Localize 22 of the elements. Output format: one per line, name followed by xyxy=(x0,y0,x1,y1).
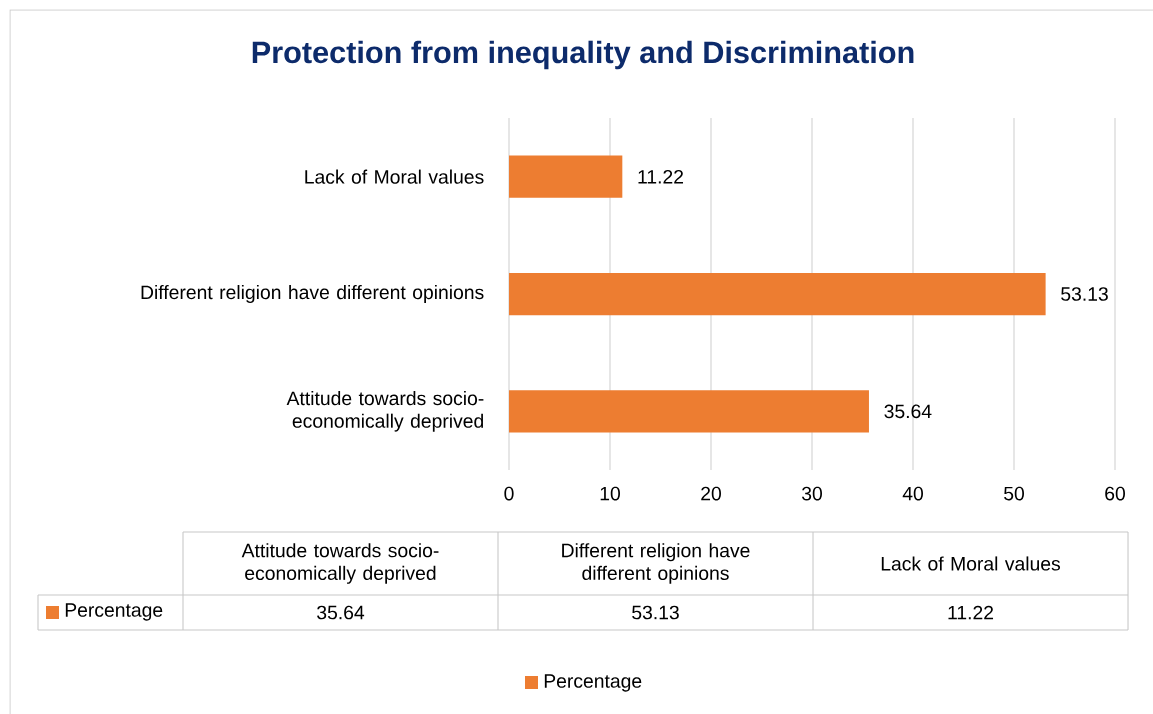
x-tick-label: 10 xyxy=(600,486,620,501)
y-tick-label: Lack of Moral values xyxy=(305,169,484,184)
category-label: Different religion have different opinions xyxy=(562,543,750,584)
data-label: 35.64 xyxy=(884,404,932,419)
x-tick-label: 60 xyxy=(1105,486,1125,501)
x-tick-label: 40 xyxy=(902,486,923,501)
y-tick-label: Different religion have different opinions xyxy=(141,285,484,304)
x-tick-label: 30 xyxy=(801,486,822,501)
legend-label: Percentage xyxy=(544,674,642,692)
text: 53.13 xyxy=(632,605,679,620)
category-label: Lack of Moral values xyxy=(881,556,1061,571)
text: 11.22 xyxy=(948,605,994,620)
text: 35.64 xyxy=(317,605,365,620)
y-tick-label: Attitude towards socio-economically deprived xyxy=(286,391,484,432)
chart-title: Protection from inequality and Discrimination xyxy=(252,40,914,70)
x-tick-label: 0 xyxy=(504,486,514,501)
x-tick-label: 50 xyxy=(1004,486,1024,501)
text: Percentage xyxy=(65,603,163,621)
x-tick-label: 20 xyxy=(701,486,721,501)
data-label: 53.13 xyxy=(1061,287,1108,301)
data-label: 11.22 xyxy=(638,169,684,184)
category-label: Attitude towards socio-economically deprived xyxy=(241,543,439,584)
